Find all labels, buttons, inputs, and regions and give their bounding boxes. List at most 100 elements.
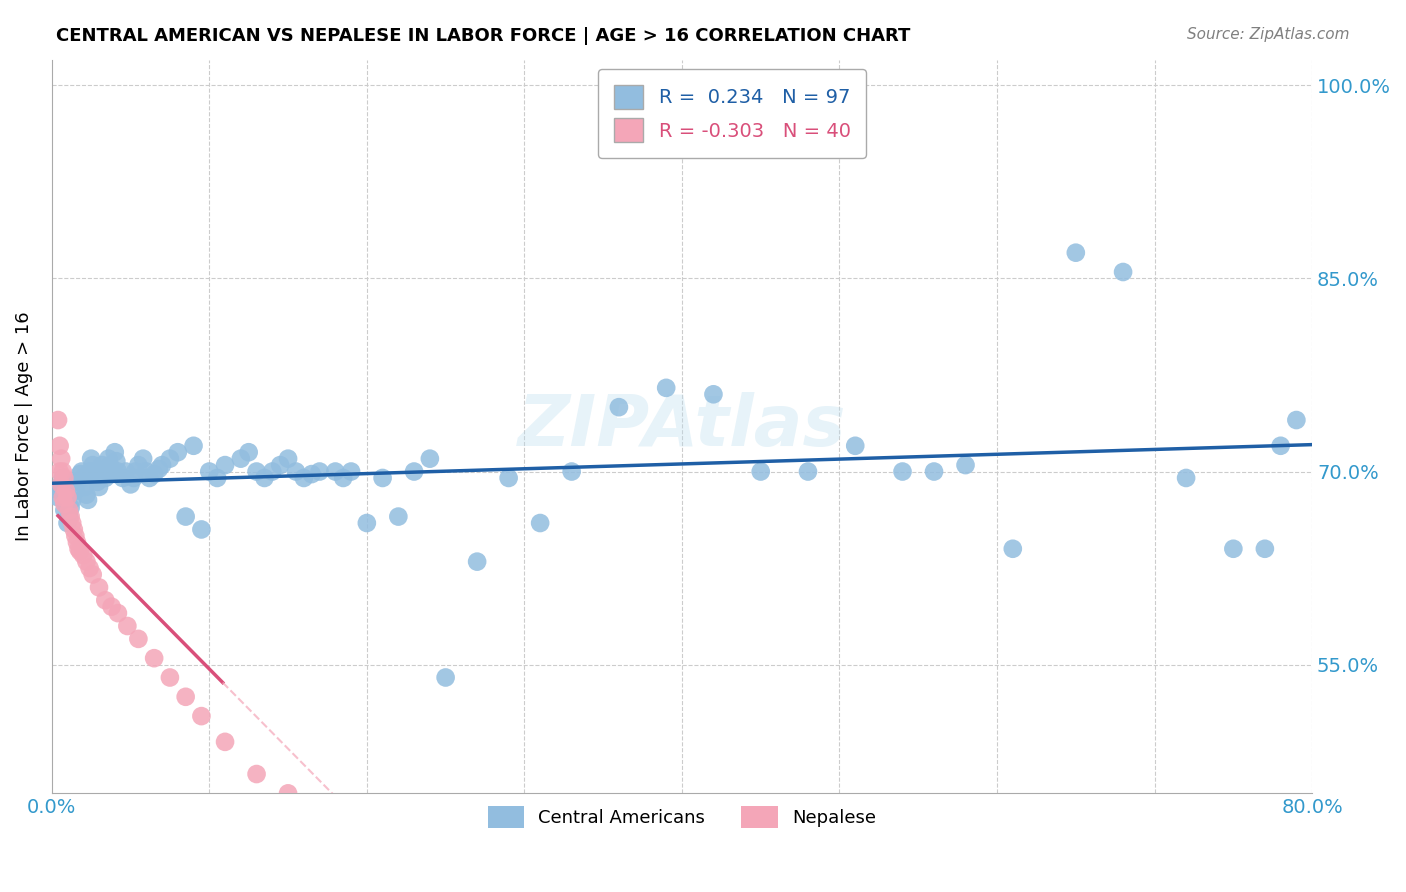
Point — [332, 471, 354, 485]
Point — [340, 465, 363, 479]
Point — [419, 451, 441, 466]
Point — [922, 465, 945, 479]
Point — [127, 632, 149, 646]
Point — [465, 555, 488, 569]
Point — [122, 471, 145, 485]
Point — [66, 475, 89, 489]
Point — [174, 509, 197, 524]
Point — [56, 516, 79, 530]
Legend: Central Americans, Nepalese: Central Americans, Nepalese — [481, 799, 883, 836]
Point — [65, 483, 87, 498]
Point — [96, 465, 118, 479]
Point — [77, 492, 100, 507]
Point — [277, 451, 299, 466]
Point — [135, 465, 157, 479]
Point — [111, 471, 134, 485]
Point — [59, 500, 82, 515]
Point — [127, 458, 149, 472]
Point — [166, 445, 188, 459]
Point — [1064, 245, 1087, 260]
Point — [70, 465, 93, 479]
Point — [1175, 471, 1198, 485]
Point — [53, 471, 76, 485]
Point — [51, 477, 73, 491]
Point — [269, 458, 291, 472]
Point — [1270, 439, 1292, 453]
Point — [245, 767, 267, 781]
Point — [434, 671, 457, 685]
Point — [51, 477, 73, 491]
Point — [797, 465, 820, 479]
Point — [52, 465, 75, 479]
Point — [253, 471, 276, 485]
Point — [65, 529, 87, 543]
Point — [87, 581, 110, 595]
Point — [238, 445, 260, 459]
Point — [60, 516, 83, 530]
Point — [214, 458, 236, 472]
Point — [73, 480, 96, 494]
Point — [159, 671, 181, 685]
Point — [844, 439, 866, 453]
Point — [1222, 541, 1244, 556]
Point — [46, 490, 69, 504]
Point — [87, 480, 110, 494]
Point — [46, 413, 69, 427]
Point — [371, 471, 394, 485]
Point — [245, 465, 267, 479]
Point — [450, 863, 472, 878]
Point — [262, 465, 284, 479]
Point — [607, 400, 630, 414]
Point — [91, 458, 114, 472]
Point — [66, 535, 89, 549]
Point — [655, 381, 678, 395]
Point — [1285, 413, 1308, 427]
Point — [69, 467, 91, 482]
Point — [387, 838, 409, 852]
Point — [82, 458, 104, 472]
Point — [292, 471, 315, 485]
Point — [387, 509, 409, 524]
Point — [702, 387, 724, 401]
Point — [75, 488, 97, 502]
Point — [55, 483, 77, 498]
Point — [107, 465, 129, 479]
Point — [143, 651, 166, 665]
Point — [56, 490, 79, 504]
Point — [498, 471, 520, 485]
Point — [48, 439, 70, 453]
Point — [114, 465, 136, 479]
Point — [48, 465, 70, 479]
Point — [79, 561, 101, 575]
Point — [100, 599, 122, 614]
Point — [72, 471, 94, 485]
Point — [308, 465, 330, 479]
Point — [138, 471, 160, 485]
Point — [159, 451, 181, 466]
Point — [190, 523, 212, 537]
Point — [198, 465, 221, 479]
Point — [48, 483, 70, 498]
Point — [325, 812, 347, 826]
Point — [1254, 541, 1277, 556]
Point — [277, 786, 299, 800]
Point — [84, 471, 107, 485]
Point — [529, 516, 551, 530]
Y-axis label: In Labor Force | Age > 16: In Labor Force | Age > 16 — [15, 311, 32, 541]
Point — [53, 497, 76, 511]
Point — [955, 458, 977, 472]
Point — [58, 503, 80, 517]
Point — [72, 548, 94, 562]
Point — [891, 465, 914, 479]
Point — [325, 465, 347, 479]
Point — [749, 465, 772, 479]
Point — [69, 544, 91, 558]
Point — [60, 492, 83, 507]
Point — [86, 475, 108, 489]
Point — [58, 509, 80, 524]
Text: Source: ZipAtlas.com: Source: ZipAtlas.com — [1187, 27, 1350, 42]
Point — [132, 451, 155, 466]
Point — [62, 523, 84, 537]
Point — [80, 451, 103, 466]
Point — [83, 465, 105, 479]
